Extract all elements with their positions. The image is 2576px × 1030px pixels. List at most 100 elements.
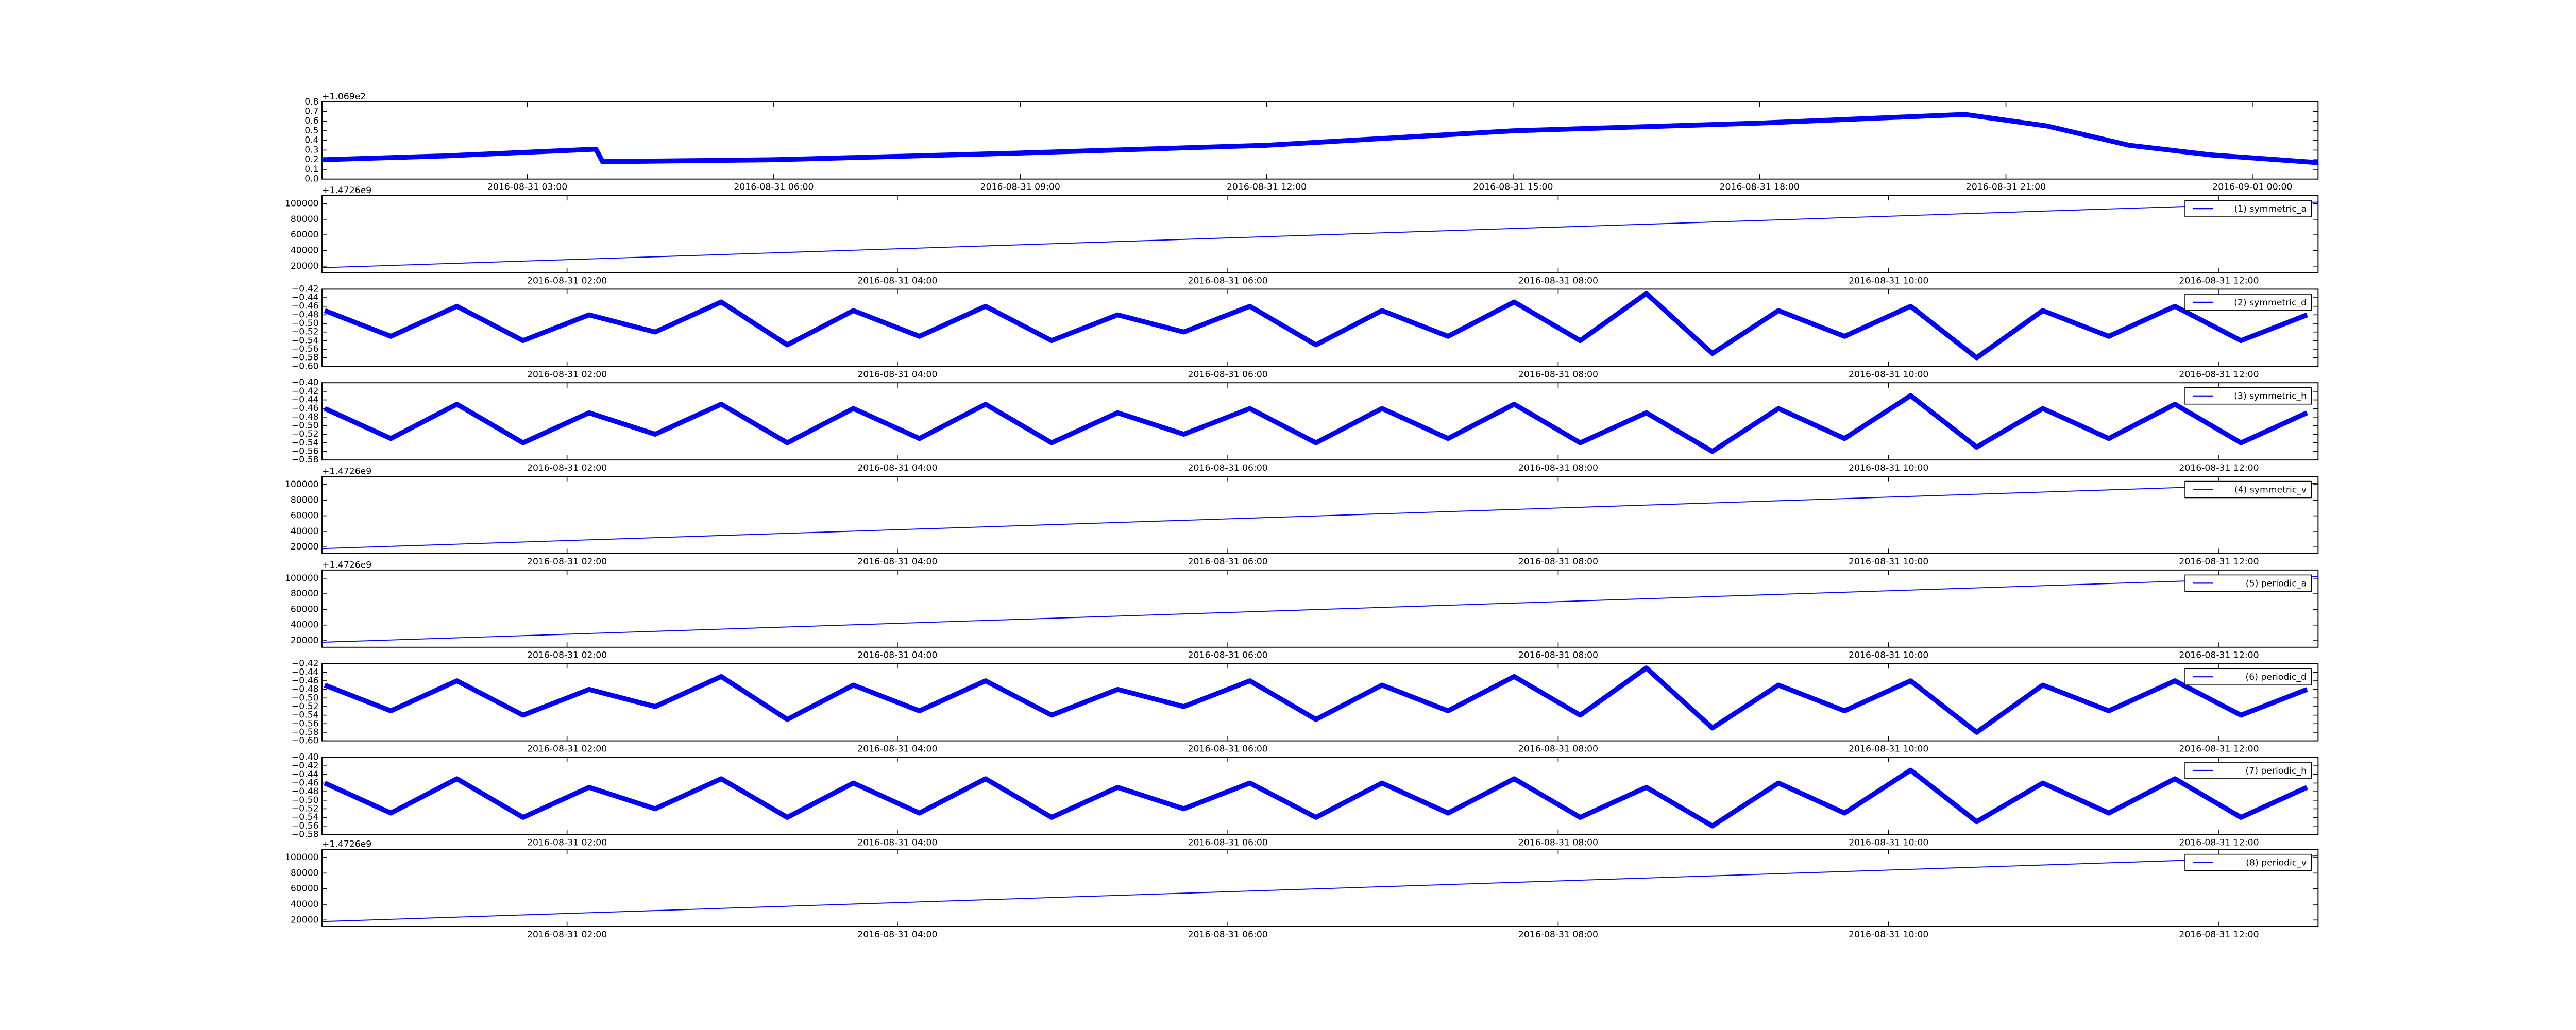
y-tick-label: −0.44 [292, 293, 319, 303]
axes-frame [321, 757, 2319, 835]
y-tick-label: −0.40 [292, 377, 319, 388]
x-tick-label: 2016-08-31 12:00 [2179, 369, 2259, 380]
y-tick-label: −0.44 [292, 769, 319, 780]
x-tick-label: 2016-08-31 04:00 [857, 837, 937, 848]
y-tick-label: −0.48 [292, 684, 319, 695]
y-tick-label: 20000 [291, 542, 319, 552]
x-tick-label: 2016-08-31 10:00 [1849, 463, 1928, 473]
x-tick-label: 2016-08-31 06:00 [1188, 463, 1268, 473]
x-tick-label: 2016-08-31 04:00 [857, 650, 937, 661]
y-tick-label: −0.58 [292, 455, 319, 465]
y-tick-label: −0.56 [292, 344, 319, 354]
x-tick-label: 2016-08-31 10:00 [1849, 650, 1928, 661]
axes-frame [321, 849, 2319, 927]
y-tick-label: −0.40 [292, 752, 319, 762]
x-tick-label: 2016-08-31 08:00 [1518, 276, 1598, 286]
x-tick-label: 2016-08-31 10:00 [1849, 930, 1928, 940]
y-tick-label: −0.42 [292, 761, 319, 771]
y-tick-label: 0.0 [304, 174, 318, 184]
series-line [322, 112, 2318, 165]
y-tick-label: −0.46 [292, 403, 319, 414]
series-line [322, 201, 2318, 268]
subplot: −0.60−0.58−0.56−0.54−0.52−0.50−0.48−0.46… [292, 659, 2319, 754]
y-tick-label: 20000 [291, 915, 319, 925]
legend-label: (5) periodic_a [2246, 578, 2307, 589]
x-tick-label: 2016-08-31 06:00 [1188, 837, 1268, 848]
x-tick-label: 2016-08-31 12:00 [2179, 463, 2259, 473]
y-tick-label: 20000 [291, 261, 319, 271]
x-tick-label: 2016-08-31 04:00 [857, 276, 937, 286]
y-tick-label: −0.54 [292, 335, 319, 346]
x-tick-label: 2016-09-01 00:00 [2212, 182, 2292, 193]
x-tick-label: 2016-08-31 08:00 [1518, 930, 1598, 940]
x-tick-label: 2016-08-31 06:00 [1188, 744, 1268, 754]
x-tick-label: 2016-08-31 02:00 [527, 463, 607, 473]
x-tick-label: 2016-08-31 12:00 [2179, 744, 2259, 754]
x-tick-label: 2016-08-31 08:00 [1518, 837, 1598, 848]
x-tick-label: 2016-08-31 08:00 [1518, 650, 1598, 661]
x-tick-label: 2016-08-31 04:00 [857, 930, 937, 940]
axes-frame [321, 476, 2319, 554]
series-line [322, 576, 2318, 643]
y-tick-label: −0.60 [292, 736, 319, 746]
x-tick-label: 2016-08-31 12:00 [2179, 930, 2259, 940]
y-tick-label: −0.46 [292, 676, 319, 686]
y-tick-label: −0.60 [292, 361, 319, 371]
legend-label: (6) periodic_d [2246, 672, 2307, 682]
y-tick-label: 40000 [291, 245, 319, 255]
x-tick-label: 2016-08-31 10:00 [1849, 837, 1928, 848]
y-tick-label: −0.46 [292, 301, 319, 312]
y-tick-label: −0.58 [292, 353, 319, 363]
y-tick-label: −0.50 [292, 421, 319, 431]
y-tick-label: −0.52 [292, 429, 319, 439]
y-tick-label: 80000 [291, 214, 319, 225]
y-tick-label: −0.50 [292, 795, 319, 805]
x-tick-label: 2016-08-31 02:00 [527, 744, 607, 754]
x-tick-label: 2016-08-31 09:00 [980, 182, 1060, 193]
legend-label: (1) symmetric_a [2234, 204, 2307, 214]
subplot: 20000 40000 60000 80000 100000 2016-08-31 02:… [285, 466, 2319, 567]
x-tick-label: 2016-08-31 02:00 [527, 557, 607, 567]
y-tick-label: 100000 [285, 199, 319, 209]
x-tick-label: 2016-08-31 10:00 [1849, 369, 1928, 380]
x-tick-label: 2016-08-31 12:00 [2179, 557, 2259, 567]
x-tick-label: 2016-08-31 06:00 [1188, 930, 1268, 940]
y-tick-label: 60000 [291, 511, 319, 521]
offset-label: +1.4726e9 [322, 560, 371, 570]
subplot: 0.00.10.20.30.40.50.60.70.8 2016-08-31 03… [304, 92, 2319, 193]
y-tick-label: 80000 [291, 589, 319, 599]
y-tick-label: 60000 [291, 884, 319, 894]
x-tick-label: 2016-08-31 12:00 [2179, 837, 2259, 848]
y-tick-label: −0.54 [292, 812, 319, 822]
x-tick-label: 2016-08-31 04:00 [857, 557, 937, 567]
x-tick-label: 2016-08-31 06:00 [734, 182, 814, 193]
x-tick-label: 2016-08-31 06:00 [1188, 557, 1268, 567]
legend-label: (8) periodic_v [2246, 858, 2307, 868]
series-line [324, 393, 2308, 454]
y-tick-label: 0.1 [304, 164, 318, 175]
y-tick-label: 100000 [285, 479, 319, 490]
y-tick-label: −0.50 [292, 318, 319, 329]
y-tick-label: 0.3 [304, 145, 318, 155]
x-tick-label: 2016-08-31 10:00 [1849, 744, 1928, 754]
y-tick-label: 0.8 [304, 97, 318, 107]
x-tick-label: 2016-08-31 02:00 [527, 276, 607, 286]
y-tick-label: 40000 [291, 620, 319, 630]
y-tick-label: −0.44 [292, 395, 319, 405]
y-tick-label: −0.42 [292, 659, 319, 669]
x-tick-label: 2016-08-31 02:00 [527, 930, 607, 940]
y-tick-label: 80000 [291, 868, 319, 878]
y-tick-label: −0.54 [292, 438, 319, 448]
series-line [322, 855, 2318, 922]
x-tick-label: 2016-08-31 21:00 [1966, 182, 2046, 193]
y-tick-label: −0.56 [292, 821, 319, 831]
offset-label: +1.4726e9 [322, 466, 371, 476]
y-tick-label: 100000 [285, 852, 319, 863]
x-tick-label: 2016-08-31 18:00 [1720, 182, 1800, 193]
x-tick-label: 2016-08-31 04:00 [857, 463, 937, 473]
y-tick-label: −0.54 [292, 710, 319, 720]
x-tick-label: 2016-08-31 04:00 [857, 744, 937, 754]
offset-label: +1.069e2 [322, 92, 366, 102]
y-tick-label: 60000 [291, 604, 319, 614]
offset-label: +1.4726e9 [322, 185, 371, 196]
